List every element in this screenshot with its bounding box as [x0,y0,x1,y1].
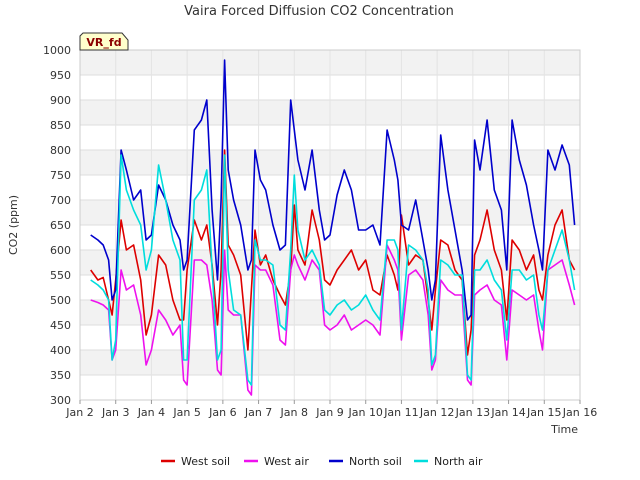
series-line-north-soil [90,59,576,321]
y-axis-label: CO2 (ppm) [7,195,20,255]
x-tick-label: Jan 10 [347,406,382,419]
chart-legend: West soil West air North soil North air [161,455,483,468]
site-tag: VR_fd [79,32,129,51]
series-line-north-air [90,154,576,386]
x-axis-label: Time [550,423,578,436]
y-tick-label: 500 [50,294,71,307]
y-axis-ticks: 300 350 400 450 500 550 600 650 700 750 800 850 900 9… [43,44,71,407]
y-tick-label: 900 [50,94,71,107]
series-line-west-soil [90,149,576,356]
y-tick-label: 650 [50,219,71,232]
series-layer [90,59,576,396]
y-tick-label: 800 [50,144,71,157]
y-tick-label: 750 [50,169,71,182]
y-tick-label: 950 [50,69,71,82]
x-tick-label: Jan 11 [383,406,418,419]
legend-label: North air [434,455,483,468]
x-tick-label: Jan 8 [280,406,308,419]
series-line-west-air [90,244,576,396]
y-tick-label: 300 [50,394,71,407]
x-tick-label: Jan 12 [419,406,454,419]
x-tick-label: Jan 13 [455,406,490,419]
x-tick-label: Jan 2 [65,406,93,419]
legend-label: West air [264,455,309,468]
legend-label: North soil [349,455,402,468]
y-tick-label: 450 [50,319,71,332]
legend-item-north-soil: North soil [329,455,402,468]
y-tick-label: 600 [50,244,71,257]
x-axis-ticks: Jan 2 Jan 3 Jan 4 Jan 5 Jan 6 Jan 7 Jan 8 Jan 9… [65,400,597,419]
y-tick-label: 550 [50,269,71,282]
y-tick-label: 400 [50,344,71,357]
y-tick-label: 1000 [43,44,71,57]
chart-title: Vaira Forced Diffusion CO2 Concentration [184,4,454,19]
x-tick-label: Jan 6 [208,406,236,419]
site-tag-label: VR_fd [86,36,121,49]
y-tick-label: 850 [50,119,71,132]
x-tick-label: Jan 15 [526,406,561,419]
x-tick-label: Jan 3 [101,406,129,419]
y-tick-label: 700 [50,194,71,207]
legend-item-north-air: North air [414,455,483,468]
x-tick-label: Jan 7 [244,406,272,419]
legend-item-west-soil: West soil [161,455,230,468]
y-tick-label: 350 [50,369,71,382]
x-tick-label: Jan 4 [137,406,165,419]
x-tick-label: Jan 9 [315,406,343,419]
x-tick-label: Jan 14 [490,406,525,419]
x-tick-label: Jan 5 [172,406,200,419]
legend-label: West soil [181,455,230,468]
legend-item-west-air: West air [244,455,309,468]
x-tick-label: Jan 16 [562,406,597,419]
